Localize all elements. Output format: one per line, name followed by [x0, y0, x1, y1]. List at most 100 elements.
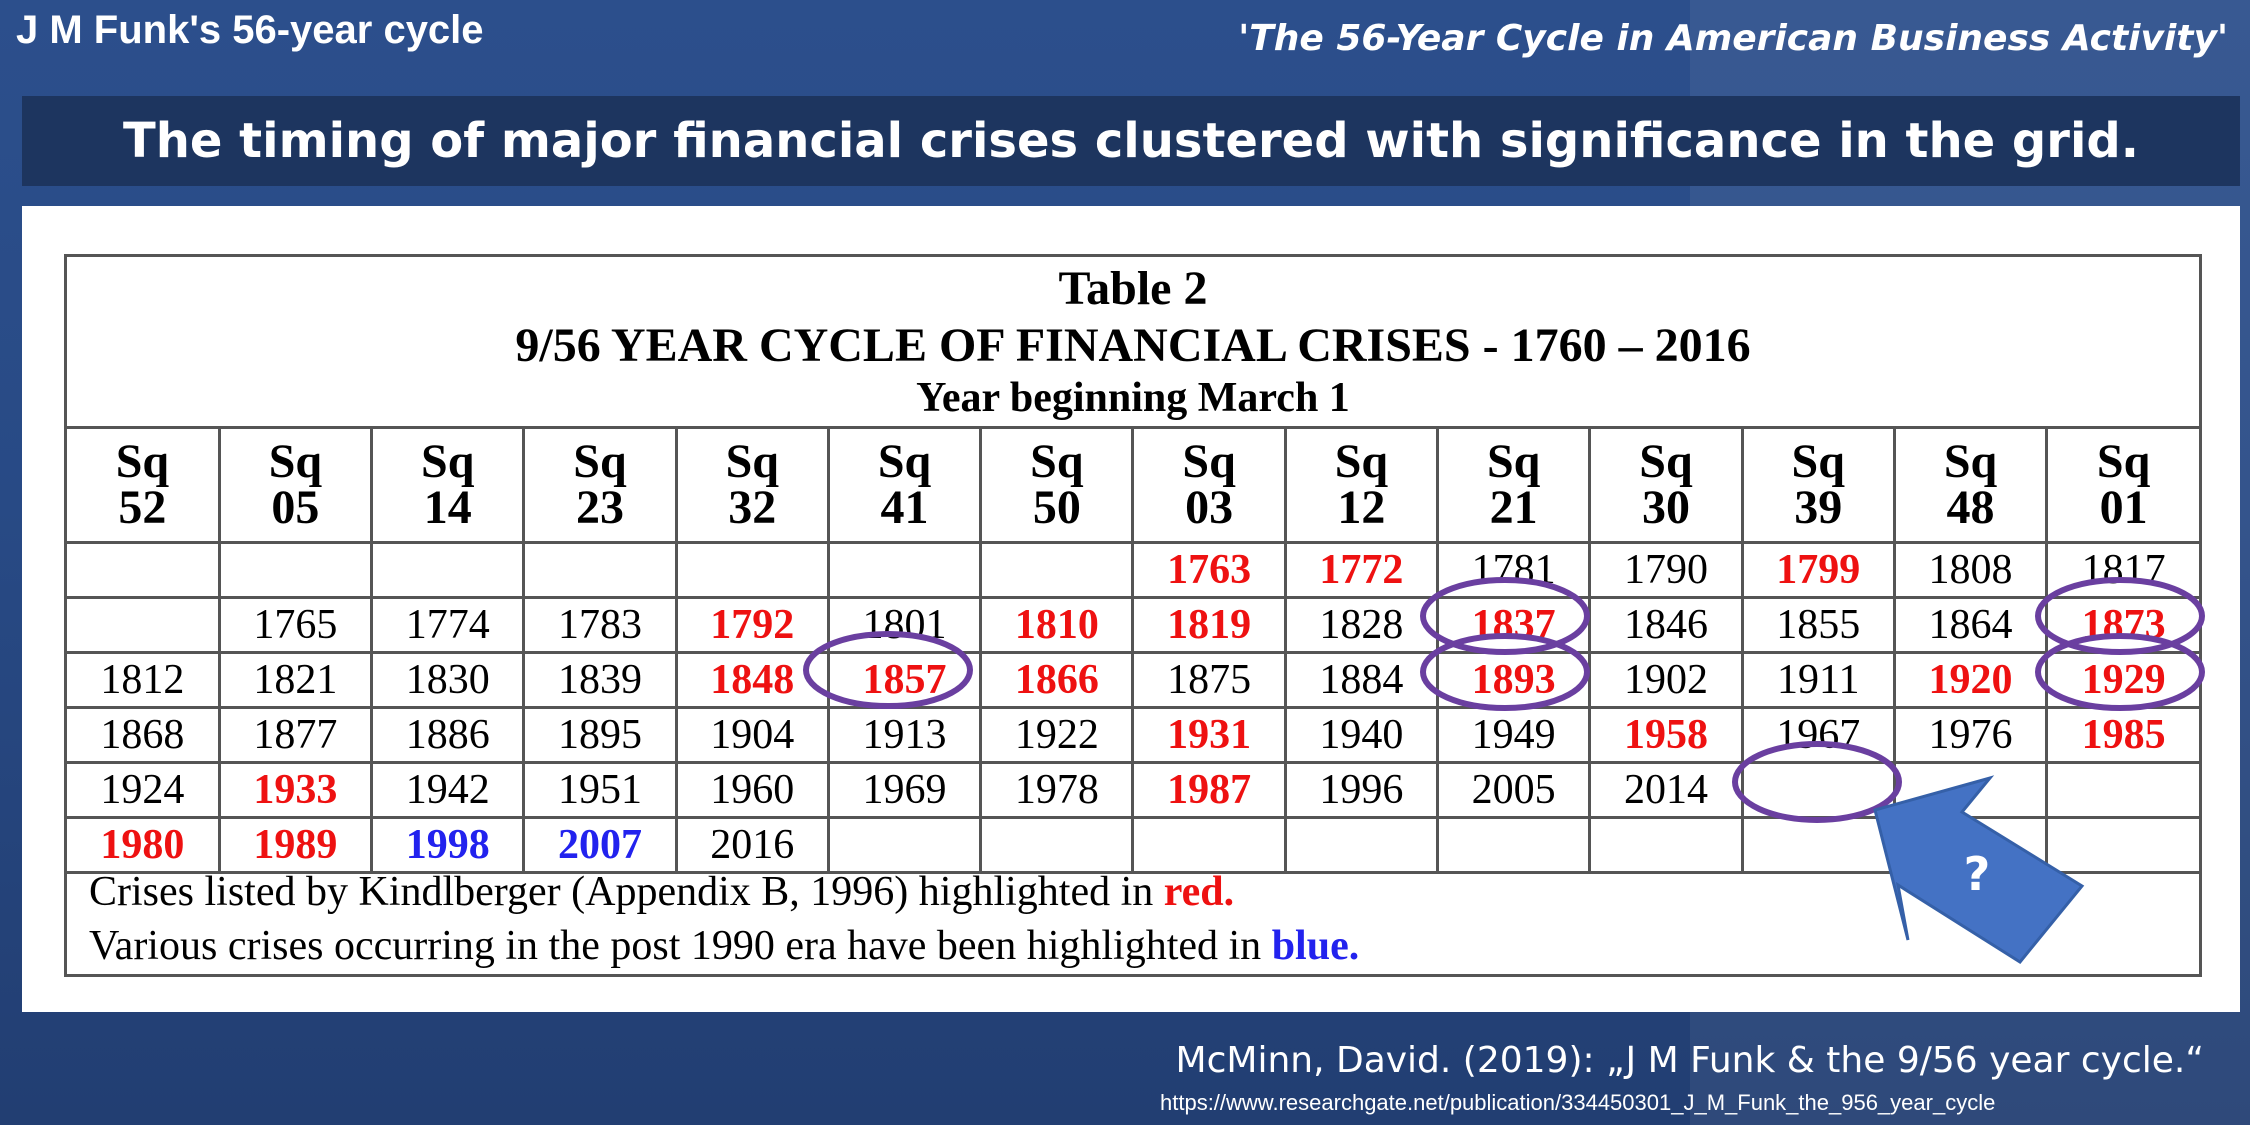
year-cell: 1913	[826, 706, 983, 764]
headline-banner: The timing of major financial crises clu…	[22, 96, 2240, 186]
table-row: 1763 1772 1781 1790 1799 1808 1817	[67, 541, 2199, 599]
year-cell: 1998	[370, 816, 526, 874]
year-cell: 2007	[522, 816, 678, 874]
year-cell: 1904	[674, 706, 830, 764]
year-cell: 1875	[1131, 651, 1287, 709]
column-header: Sq 30	[1588, 429, 1744, 544]
year-cell	[979, 816, 1135, 874]
column-header: Sq 03	[1131, 429, 1287, 544]
year-cell: 1868	[67, 706, 221, 764]
table-row: 1868 1877 1886 1895 1904 1913 1922 1931 1940 1949…	[67, 706, 2199, 764]
year-cell: 1808	[1892, 541, 2049, 599]
year-cell: 1976	[1892, 706, 2049, 764]
year-cell: 1877	[217, 706, 374, 764]
year-cell: 1817	[2045, 541, 2199, 599]
year-cell: 1978	[979, 761, 1135, 819]
table-title: Table 2	[1058, 262, 1208, 315]
citation: McMinn, David. (2019): „J M Funk & the 9…	[1175, 1040, 2204, 1081]
year-cell: 1996	[1283, 761, 1440, 819]
year-cell: 1902	[1588, 651, 1744, 709]
table-row: 1924 1933 1942 1951 1960 1969 1978 1987 1996 2005…	[67, 761, 2199, 819]
table-footnote: Crises listed by Kindlberger (Appendix B…	[67, 865, 2199, 977]
year-cell: 1799	[1740, 541, 1896, 599]
footnote-red-word: red.	[1163, 869, 1235, 915]
year-cell	[1740, 816, 1896, 874]
year-cell: 1801	[826, 596, 983, 654]
year-cell: 1949	[1436, 706, 1592, 764]
year-cell: 1967	[1740, 706, 1896, 764]
column-header: Sq 32	[674, 429, 830, 544]
year-cell: 1830	[370, 651, 526, 709]
column-header: Sq 12	[1283, 429, 1440, 544]
year-cell: 1857	[826, 651, 983, 709]
year-cell: 1765	[217, 596, 374, 654]
footnote-blue-word: blue.	[1271, 923, 1360, 969]
footnote-line-red: Crises listed by Kindlberger (Appendix B…	[89, 869, 1235, 915]
column-header: Sq 01	[2045, 429, 2199, 544]
year-cell: 1848	[674, 651, 830, 709]
year-cell: 1969	[826, 761, 983, 819]
year-cell: 1960	[674, 761, 830, 819]
year-cell: 2016	[674, 816, 830, 874]
year-cell	[979, 541, 1135, 599]
year-cell	[67, 596, 221, 654]
grid-header-row: Sq 52 Sq 05 Sq 14 Sq 23 Sq 32 Sq 41 Sq 50 Sq 03 Sq 12 Sq 21…	[67, 429, 2199, 544]
year-cell	[1588, 816, 1744, 874]
year-cell	[826, 541, 983, 599]
year-cell: 1819	[1131, 596, 1287, 654]
year-cell: 1985	[2045, 706, 2199, 764]
year-cell	[217, 541, 374, 599]
year-cell	[522, 541, 678, 599]
year-cell: 1783	[522, 596, 678, 654]
year-cell: 1989	[217, 816, 374, 874]
source-title: 'The 56-Year Cycle in American Business …	[1238, 18, 2228, 59]
year-cell: 1931	[1131, 706, 1287, 764]
year-cell: 1911	[1740, 651, 1896, 709]
year-cell: 1951	[522, 761, 678, 819]
year-cell	[2045, 761, 2199, 819]
year-cell: 1893	[1436, 651, 1592, 709]
year-cell: 1866	[979, 651, 1135, 709]
year-cell	[1283, 816, 1440, 874]
year-cell: 1792	[674, 596, 830, 654]
table-header: Table 2 9/56 YEAR CYCLE OF FINANCIAL CRI…	[67, 257, 2199, 429]
year-cell: 1781	[1436, 541, 1592, 599]
year-cell	[1131, 816, 1287, 874]
column-header: Sq 50	[979, 429, 1135, 544]
year-cell: 1846	[1588, 596, 1744, 654]
year-cell: 1873	[2045, 596, 2199, 654]
year-cell: 1920	[1892, 651, 2049, 709]
year-cell: 1940	[1283, 706, 1440, 764]
column-header: Sq 23	[522, 429, 678, 544]
column-header: Sq 41	[826, 429, 983, 544]
table-row: 1812 1821 1830 1839 1848 1857 1866 1875 1884 1893…	[67, 651, 2199, 709]
year-cell: 1772	[1283, 541, 1440, 599]
year-cell: 1933	[217, 761, 374, 819]
year-cell	[67, 541, 221, 599]
column-header: Sq 48	[1892, 429, 2049, 544]
year-cell: 1821	[217, 651, 374, 709]
year-cell: 1828	[1283, 596, 1440, 654]
year-cell	[1740, 761, 1896, 819]
year-cell: 1886	[370, 706, 526, 764]
year-cell: 1924	[67, 761, 221, 819]
year-cell: 1958	[1588, 706, 1744, 764]
table-year-note: Year beginning March 1	[916, 375, 1350, 421]
year-cell: 1790	[1588, 541, 1744, 599]
year-cell: 2005	[1436, 761, 1592, 819]
slide-title: J M Funk's 56-year cycle	[16, 8, 484, 52]
year-cell: 1864	[1892, 596, 2049, 654]
year-cell	[826, 816, 983, 874]
year-cell	[1436, 816, 1592, 874]
column-header: Sq 14	[370, 429, 526, 544]
year-cell: 1942	[370, 761, 526, 819]
column-header: Sq 21	[1436, 429, 1592, 544]
column-header: Sq 39	[1740, 429, 1896, 544]
year-cell: 1837	[1436, 596, 1592, 654]
year-cell: 1980	[67, 816, 221, 874]
column-header: Sq 05	[217, 429, 374, 544]
cycle-grid: Sq 52 Sq 05 Sq 14 Sq 23 Sq 32 Sq 41 Sq 50 Sq 03 Sq 12 Sq 21…	[67, 429, 2199, 874]
table-row: 1765 1774 1783 1792 1801 1810 1819 1828 1837 1846…	[67, 596, 2199, 654]
year-cell: 1884	[1283, 651, 1440, 709]
citation-url[interactable]: https://www.researchgate.net/publication…	[1160, 1090, 1996, 1115]
